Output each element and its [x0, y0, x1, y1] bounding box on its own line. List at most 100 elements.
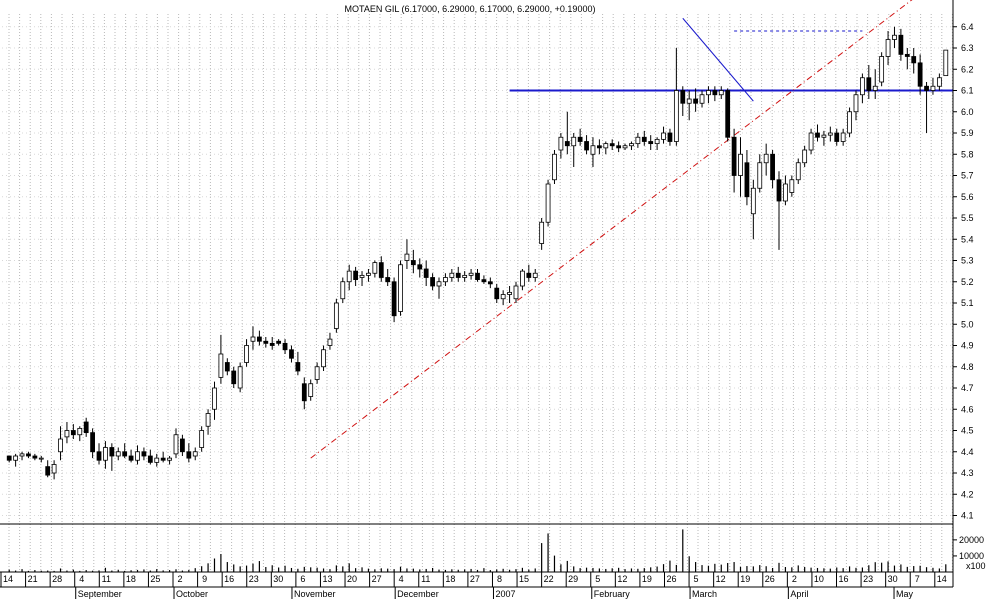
volume-bar	[842, 568, 844, 572]
volume-bar	[932, 567, 934, 572]
candle-down	[776, 179, 782, 202]
candle-up	[321, 349, 326, 368]
day-tick-label: 4	[79, 574, 84, 584]
price-tick-label: 6.0	[961, 107, 974, 117]
volume-bar	[701, 565, 703, 572]
candle-up	[661, 132, 666, 140]
candle-up	[333, 302, 339, 329]
volume-bar	[669, 560, 671, 572]
volume-bar	[739, 566, 742, 572]
volume-bar	[252, 563, 254, 572]
day-tick-label: 26	[765, 574, 775, 584]
volume-bar	[412, 568, 414, 573]
candle-up	[872, 85, 878, 91]
candle-up	[757, 162, 763, 189]
volume-bar	[258, 561, 260, 572]
volume-bar	[624, 569, 626, 572]
volume-bar	[656, 566, 658, 572]
day-tick-label: 11	[102, 574, 111, 584]
volume-bar	[502, 568, 504, 572]
volume-bar	[496, 569, 498, 572]
candle-down	[481, 279, 487, 283]
volume-bar	[848, 566, 851, 573]
volume-bar	[104, 567, 107, 572]
volume-bar	[399, 566, 402, 572]
volume-bar	[387, 568, 389, 573]
volume-bar	[419, 569, 421, 572]
candle-down	[744, 162, 750, 198]
price-tick-label: 6.1	[961, 86, 974, 96]
candle-up	[603, 143, 609, 149]
volume-bar	[85, 570, 87, 572]
volume-bar	[425, 568, 427, 572]
candle-down	[45, 466, 51, 476]
volume-bar	[618, 567, 620, 572]
candle-up	[51, 464, 57, 474]
candle-down	[731, 136, 737, 176]
price-tick-label: 6.4	[961, 22, 974, 32]
volume-bar	[489, 570, 491, 572]
candle-up	[103, 447, 108, 461]
volume-bar	[438, 569, 440, 572]
volume-bar	[515, 569, 517, 572]
volume-bar	[945, 564, 947, 572]
candle-up	[853, 94, 859, 113]
volume-bar	[913, 566, 915, 572]
volume-bar	[316, 567, 318, 572]
volume-bar	[245, 565, 248, 572]
volume-bar	[573, 566, 575, 573]
volume-bar	[297, 568, 299, 572]
candle-down	[815, 132, 820, 138]
volume-bar	[816, 567, 819, 572]
volume-bar	[887, 561, 889, 572]
volume-bar	[201, 566, 203, 572]
volume-bar	[124, 570, 126, 573]
candle-down	[597, 145, 602, 149]
candle-down	[725, 90, 731, 138]
candle-up	[539, 221, 545, 244]
volume-bar	[149, 570, 151, 572]
month-tick-label: May	[896, 589, 914, 599]
candle-down	[924, 85, 929, 91]
candle-up	[77, 427, 83, 436]
volume-bar	[284, 565, 286, 572]
candle-up	[558, 136, 564, 151]
volume-bar	[611, 568, 613, 572]
candle-down	[224, 362, 230, 372]
volume-bar	[79, 570, 81, 573]
day-tick-label: 8	[497, 574, 502, 584]
volume-bar	[714, 563, 716, 572]
candle-down	[648, 141, 654, 145]
candle-down	[584, 141, 589, 151]
day-tick-label: 12	[617, 574, 627, 584]
day-tick-label: 11	[421, 574, 430, 584]
candle-up	[840, 132, 846, 142]
volume-bar	[733, 562, 735, 572]
candle-up	[443, 277, 448, 283]
candle-down	[282, 342, 288, 351]
volume-bar	[791, 567, 793, 572]
candle-up	[199, 430, 205, 448]
candle-down	[526, 272, 532, 278]
candle-down	[276, 340, 282, 344]
candle-up	[115, 451, 121, 457]
candle-up	[346, 270, 352, 283]
candle-down	[898, 34, 904, 55]
candle-up	[154, 457, 160, 463]
candle-up	[622, 145, 628, 149]
volume-bar	[348, 563, 350, 572]
volume-bar	[457, 569, 459, 572]
volume-bar	[451, 569, 453, 572]
candle-up	[173, 434, 179, 455]
candle-up	[654, 138, 660, 145]
volume-bars	[8, 529, 947, 573]
day-tick-label: 21	[28, 574, 38, 584]
candle-down	[667, 132, 673, 142]
volume-bar	[175, 569, 177, 572]
volume-bar	[804, 567, 806, 572]
annotation-lines	[310, 0, 953, 459]
candle-down	[475, 272, 480, 281]
volume-bar	[682, 529, 684, 572]
rising-trendline	[310, 0, 913, 459]
candle-down	[609, 143, 615, 147]
